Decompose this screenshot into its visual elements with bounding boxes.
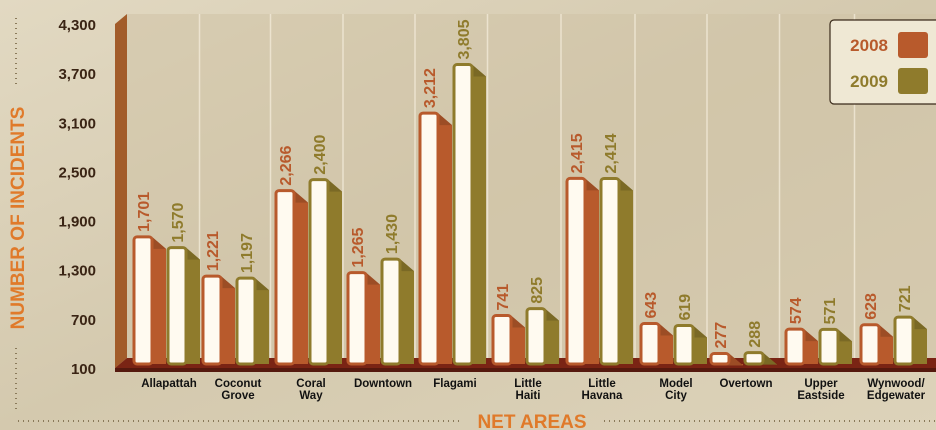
data-label: 2,415 [569, 133, 586, 173]
data-label: 1,701 [136, 192, 153, 232]
legend-label: 2009 [850, 72, 888, 91]
data-label: 2,414 [603, 133, 620, 173]
x-category-label: Model [659, 378, 692, 390]
bar-side [366, 272, 380, 364]
bar [709, 352, 731, 366]
bar [452, 63, 474, 366]
y-axis-title: NUMBER OF INCIDENTS [8, 107, 29, 330]
x-category-label: Allapattah [141, 378, 197, 390]
chart-floor-edge [115, 368, 936, 372]
y-tick-label: 1,900 [58, 214, 96, 231]
x-axis-title: NET AREAS [477, 412, 586, 430]
y-tick-label: 3,100 [58, 115, 96, 132]
x-category-label: Coconut [215, 378, 262, 390]
data-label: 1,570 [170, 202, 187, 242]
bar [673, 323, 695, 366]
x-category-label: Overtown [719, 378, 772, 390]
y-tick-label: 1,300 [58, 263, 96, 280]
data-label: 571 [822, 298, 839, 325]
data-label: 1,197 [239, 233, 256, 273]
y-tick-label: 100 [71, 361, 96, 378]
x-category-label: Wynwood/ [867, 378, 925, 390]
data-label: 3,212 [422, 68, 439, 108]
y-tick-label: 2,500 [58, 164, 96, 181]
x-category-label: Flagami [433, 378, 476, 390]
x-category-label: Little [588, 378, 615, 390]
legend-swatch [898, 32, 928, 58]
x-category-label: Way [299, 390, 323, 402]
data-label: 277 [713, 322, 730, 349]
bar [859, 323, 881, 366]
bar [818, 327, 840, 366]
bar [308, 178, 330, 366]
bar-side [619, 178, 633, 364]
bar-side [438, 113, 452, 364]
data-label: 825 [529, 277, 546, 304]
data-label: 721 [897, 285, 914, 312]
x-category-label: Downtown [354, 378, 412, 390]
y-tick-label: 4,300 [58, 17, 96, 34]
bar [346, 271, 368, 366]
x-category-label: Haiti [516, 390, 541, 402]
bar [132, 235, 154, 366]
bar [525, 307, 547, 366]
y-tick-label: 3,700 [58, 66, 96, 83]
bar-side [152, 236, 166, 364]
bar [380, 257, 402, 366]
data-label: 1,221 [205, 231, 222, 271]
x-category-label: Little [514, 378, 541, 390]
data-label: 1,430 [384, 214, 401, 254]
bar-side [545, 308, 559, 364]
bar [418, 111, 440, 366]
bar [599, 176, 621, 366]
legend-label: 2008 [850, 36, 888, 55]
data-label: 1,265 [350, 227, 367, 267]
bar-side [472, 64, 486, 365]
data-label: 2,400 [312, 134, 329, 174]
bar [639, 322, 661, 366]
x-category-label: Havana [582, 390, 624, 402]
bar-side [294, 190, 308, 364]
x-category-label: Eastside [797, 390, 844, 402]
data-label: 643 [643, 292, 660, 319]
bar-side [511, 315, 525, 364]
data-label: 741 [495, 284, 512, 311]
bar-side [400, 259, 414, 364]
bar-side [255, 278, 269, 364]
data-label: 3,805 [456, 19, 473, 59]
bar [491, 313, 513, 366]
bar [743, 351, 765, 366]
chart-wall-side [115, 14, 127, 368]
bar [274, 189, 296, 366]
bar [166, 246, 188, 366]
data-label: 628 [863, 293, 880, 320]
y-tick-label: 700 [71, 312, 96, 329]
bar-side [585, 178, 599, 364]
bar-side [328, 179, 342, 364]
legend-swatch [898, 68, 928, 94]
bar [893, 315, 915, 366]
data-label: 288 [747, 321, 764, 348]
data-label: 574 [788, 297, 805, 324]
bar-side [186, 247, 200, 364]
x-category-label: City [665, 390, 687, 402]
data-label: 2,266 [278, 145, 295, 185]
bar [201, 274, 223, 366]
x-category-label: Grove [221, 390, 254, 402]
bar [784, 327, 806, 366]
bar [235, 276, 257, 366]
x-category-label: Coral [296, 378, 325, 390]
bar-side [221, 276, 235, 364]
bar [565, 176, 587, 366]
x-category-label: Edgewater [867, 390, 926, 402]
x-category-label: Upper [804, 378, 838, 390]
data-label: 619 [677, 294, 694, 321]
